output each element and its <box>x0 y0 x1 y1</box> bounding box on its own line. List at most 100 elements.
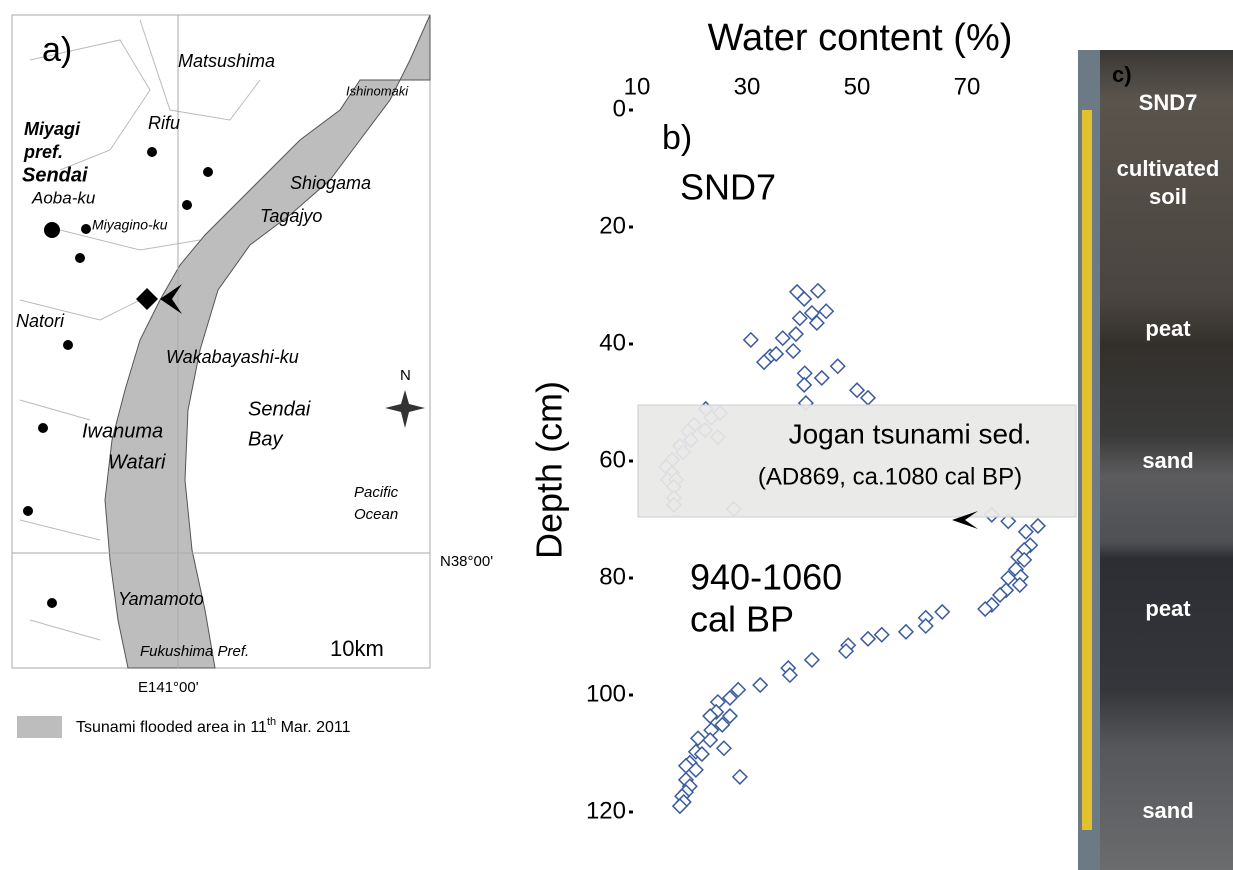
data-point <box>781 667 798 684</box>
map-label: pref. <box>23 142 63 162</box>
core-label: sand <box>1142 798 1193 823</box>
y-tick-label: 120 <box>586 797 626 824</box>
y-tick-label: 100 <box>586 680 626 707</box>
map-label: Miyagino-ku <box>92 217 168 233</box>
map-label: Sendai <box>248 398 311 420</box>
map-label: 10km <box>330 636 384 661</box>
annotation-text: Jogan tsunami sed. <box>789 418 1032 449</box>
map-label: Matsushima <box>178 51 275 71</box>
data-point <box>813 369 830 386</box>
x-tick-label: 10 <box>624 73 651 100</box>
map-label: Watari <box>108 451 166 473</box>
data-point <box>687 761 704 778</box>
data-point <box>934 603 951 620</box>
annotation-text: (AD869, ca.1080 cal BP) <box>758 463 1022 490</box>
core-label: SND7 <box>1139 90 1198 115</box>
data-point <box>721 707 739 725</box>
age-label: 940-1060 <box>690 557 842 598</box>
y-tick-label: 0 <box>613 95 626 122</box>
x-tick-label: 70 <box>954 73 981 100</box>
map-label: Miyagi <box>24 119 81 139</box>
city-dot <box>38 423 48 433</box>
data-point <box>774 330 791 347</box>
map-label: Sendai <box>22 164 88 186</box>
data-point <box>1011 576 1028 594</box>
core-image <box>1078 50 1233 870</box>
legend-swatch <box>17 716 62 738</box>
data-point <box>702 731 719 749</box>
map-label: Shiogama <box>290 173 371 193</box>
city-dot <box>23 506 33 516</box>
data-point <box>693 746 710 763</box>
city-dot <box>182 200 192 210</box>
core-photo: c) <box>1078 50 1233 870</box>
data-point <box>897 623 915 640</box>
map-label: Aoba-ku <box>31 188 96 207</box>
map-label: Yamamoto <box>118 589 204 609</box>
data-point <box>752 676 769 694</box>
data-point <box>742 331 759 348</box>
data-point <box>859 630 877 647</box>
data-point <box>796 376 813 394</box>
data-point <box>715 740 732 757</box>
map-label: Natori <box>16 311 65 331</box>
map-label: E141°00' <box>138 679 199 696</box>
data-point <box>787 325 805 343</box>
core-label: cultivated <box>1117 156 1220 181</box>
data-point <box>731 768 748 785</box>
y-tick-label: 80 <box>599 563 626 590</box>
panel-label: c) <box>1112 62 1132 87</box>
data-point <box>671 798 688 815</box>
x-axis-title: Water content (%) <box>708 17 1013 59</box>
core-label: peat <box>1145 596 1191 621</box>
core-label: peat <box>1145 316 1191 341</box>
site-label: SND7 <box>680 167 776 208</box>
city-dot <box>81 224 91 234</box>
map-label: Rifu <box>148 113 180 133</box>
scale-ruler <box>1082 110 1092 830</box>
panel-label: a) <box>42 31 72 69</box>
data-point <box>991 586 1009 604</box>
city-dot <box>63 340 73 350</box>
legend-part: Mar. 2011 <box>276 719 351 736</box>
map-label: Pacific <box>354 484 399 501</box>
data-point <box>1016 551 1033 568</box>
data-point <box>808 314 825 332</box>
data-point <box>1017 523 1034 540</box>
legend-part: Tsunami flooded area in 11 <box>76 719 267 736</box>
city-dot <box>147 147 157 157</box>
y-tick-label: 60 <box>599 446 626 473</box>
map: Tsunami flooded area in 11th Mar. 2011 a… <box>11 14 431 738</box>
data-point <box>818 303 835 320</box>
data-point <box>714 716 731 733</box>
annotation-arrow <box>952 511 978 529</box>
data-point <box>702 707 719 725</box>
legend-part: th <box>267 716 276 728</box>
data-point <box>796 290 813 308</box>
data-point <box>1029 517 1047 534</box>
boundaries <box>19 19 261 641</box>
data-point <box>803 651 820 668</box>
data-point <box>848 382 866 399</box>
legend-text: Tsunami flooded area in 11th Mar. 2011 <box>76 716 351 736</box>
data-point <box>730 681 747 698</box>
data-point <box>837 643 855 660</box>
map-label: Wakabayashi-ku <box>166 347 299 367</box>
compass <box>385 390 425 428</box>
map-label: Fukushima Pref. <box>140 643 249 660</box>
data-point <box>785 342 802 360</box>
data-point <box>873 626 890 643</box>
map-label: Tagajyo <box>260 206 322 226</box>
y-axis-title: Depth (cm) <box>529 381 570 559</box>
core-label: sand <box>1142 448 1193 473</box>
site-marker <box>136 284 182 314</box>
data-point <box>977 600 994 618</box>
city-dot <box>47 598 57 608</box>
data-point <box>791 310 808 327</box>
flooded-area <box>104 14 431 669</box>
data-point <box>768 345 785 363</box>
city-dot <box>75 253 85 263</box>
data-point <box>917 617 934 635</box>
x-tick-label: 50 <box>844 73 871 100</box>
